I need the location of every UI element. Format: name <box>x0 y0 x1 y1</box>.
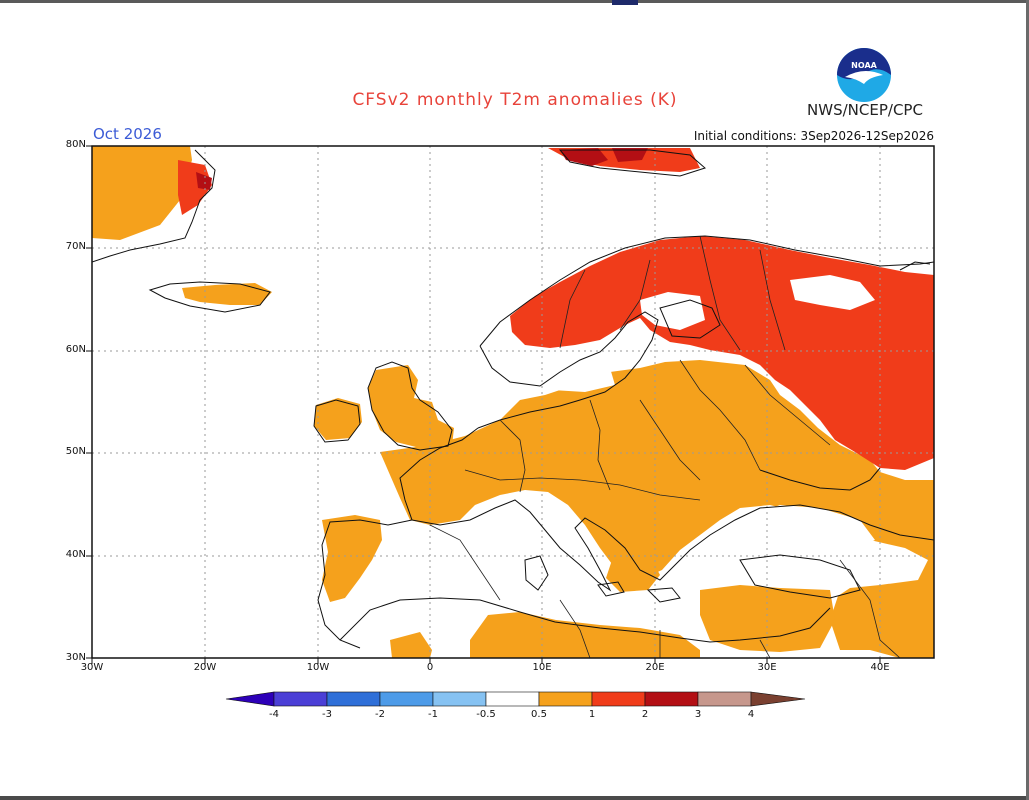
lon-label-30w: 30W <box>80 662 104 673</box>
lon-label-10e: 10E <box>532 662 552 673</box>
colorbar-box-5 <box>485 691 540 707</box>
lat-label-80n: 80N <box>65 139 86 150</box>
axis-ticks <box>86 145 881 664</box>
colorbar-box-2 <box>326 691 381 707</box>
colorbar <box>225 691 806 707</box>
lat-label-70n: 70N <box>65 241 86 252</box>
colorbar-label: -0.5 <box>476 709 496 720</box>
anomaly-field <box>92 146 934 658</box>
lon-label-0: 0 <box>426 662 434 673</box>
crete-coast <box>646 587 681 603</box>
great-britain-coast <box>367 361 453 451</box>
forecast-month: Oct 2026 <box>93 125 162 143</box>
lon-label-20e: 20E <box>645 662 665 673</box>
anomaly-zone-2-to-3 <box>196 148 648 190</box>
ireland-coast <box>313 399 361 443</box>
lat-label-50n: 50N <box>65 446 86 457</box>
sicily-coast <box>597 581 625 597</box>
colorbar-label: -1 <box>428 709 438 720</box>
lon-label-30e: 30E <box>757 662 777 673</box>
colorbar-box-6 <box>538 691 593 707</box>
west-europe-coast <box>317 427 479 649</box>
north-africa-coast <box>339 597 831 643</box>
lon-label-40e: 40E <box>870 662 890 673</box>
lon-label-20w: 20W <box>193 662 217 673</box>
colorbar-label: -2 <box>375 709 385 720</box>
colorbar-label: 1 <box>588 709 596 720</box>
colorbar-label: 4 <box>747 709 755 720</box>
lat-label-60n: 60N <box>65 344 86 355</box>
colorbar-arrow-low <box>225 691 275 707</box>
map-frame <box>91 145 935 659</box>
bothnian-gulf-coast <box>659 299 721 339</box>
mediterranean-north-coast <box>411 499 934 592</box>
anomaly-zone-0-5-to-1 <box>92 146 934 658</box>
neutral-zones <box>540 275 875 628</box>
map-title: CFSv2 monthly T2m anomalies (K) <box>352 90 678 110</box>
scandinavia-north-coast <box>479 235 934 347</box>
colorbar-box-9 <box>697 691 752 707</box>
window-tab-mark <box>612 0 638 5</box>
greenland-coast <box>92 149 216 263</box>
country-borders <box>429 235 901 658</box>
initial-conditions-label: Initial conditions: 3Sep2026-12Sep2026 <box>693 129 934 143</box>
iceland-coast <box>148 281 271 313</box>
noaa-logo-text: NOAA <box>851 61 877 70</box>
coastlines <box>92 149 934 649</box>
sardinia-coast <box>524 555 549 591</box>
lat-label-40n: 40N <box>65 549 86 560</box>
window-top-border <box>0 0 1029 3</box>
lon-label-10w: 10W <box>306 662 330 673</box>
anatolia-coast <box>739 554 861 599</box>
colorbar-box-3 <box>379 691 434 707</box>
colorbar-label: 2 <box>641 709 649 720</box>
svalbard-coast <box>558 149 706 177</box>
noaa-logo-icon: NOAA <box>835 46 893 104</box>
colorbar-box-8 <box>644 691 699 707</box>
colorbar-label: -3 <box>322 709 332 720</box>
kola-coast <box>899 261 931 271</box>
colorbar-label: -4 <box>269 709 279 720</box>
window-right-border <box>1026 0 1029 800</box>
baltic-coast <box>477 311 659 429</box>
colorbar-arrow-high <box>750 691 806 707</box>
colorbar-box-1 <box>273 691 328 707</box>
colorbar-box-4 <box>432 691 487 707</box>
colorbar-box-7 <box>591 691 646 707</box>
colorbar-label: 0.5 <box>531 709 547 720</box>
black-sea-coast <box>759 467 881 491</box>
colorbar-label: 3 <box>694 709 702 720</box>
agency-label: NWS/NCEP/CPC <box>807 101 923 119</box>
window-bottom-border <box>0 796 1029 800</box>
lat-label-30n: 30N <box>65 652 86 663</box>
graticule <box>92 146 934 658</box>
